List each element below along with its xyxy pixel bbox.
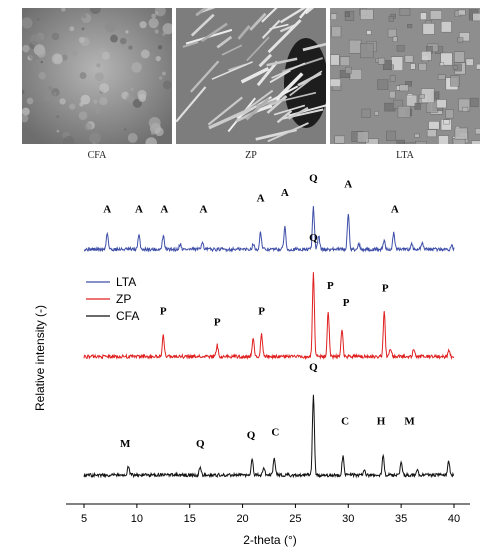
peak-label: Q [247, 429, 256, 441]
peak-label: P [258, 305, 265, 317]
series-line-zp [83, 272, 455, 361]
caption-zp: ZP [245, 150, 257, 161]
peak-label: A [281, 187, 289, 199]
legend: LTA ZP CFA [86, 275, 139, 323]
x-tick-label: 35 [395, 513, 407, 525]
sem-image-cfa [22, 8, 172, 144]
x-axis: 5 10 15 20 25 30 35 40 [66, 503, 470, 525]
sem-image-lta [330, 8, 480, 144]
caption-cfa: CFA [87, 150, 107, 161]
peak-label: A [199, 204, 207, 216]
legend-label-zp: ZP [116, 292, 131, 306]
series-layer [83, 205, 455, 479]
sem-image-zp [176, 8, 326, 144]
peak-label: A [391, 204, 399, 216]
x-tick-label: 10 [131, 513, 143, 525]
x-tick-label: 30 [342, 513, 354, 525]
x-tick-label: 20 [236, 513, 248, 525]
legend-label-cfa: CFA [116, 309, 139, 323]
peak-label: M [120, 438, 131, 450]
peak-label: M [404, 415, 415, 427]
peak-label: C [271, 427, 279, 439]
peak-label: P [327, 280, 334, 292]
peak-label: P [214, 317, 221, 329]
y-axis-label: Relative intensity (-) [33, 305, 47, 411]
caption-lta: LTA [396, 150, 414, 161]
peak-label: Q [196, 438, 205, 450]
x-axis-label: 2-theta (°) [243, 533, 296, 547]
peak-label: Q [309, 173, 318, 185]
sem-texture-cfa [22, 8, 172, 144]
sem-texture-zp [176, 8, 326, 144]
peak-label: A [160, 204, 168, 216]
x-tick-label: 5 [81, 513, 87, 525]
peak-label: H [377, 415, 386, 427]
peak-label: A [344, 178, 352, 190]
peak-label: P [343, 297, 350, 309]
x-tick-label: 15 [184, 513, 196, 525]
peak-label: Q [309, 362, 318, 374]
series-line-cfa [83, 394, 455, 479]
peak-label: A [103, 204, 111, 216]
peak-label: C [341, 415, 349, 427]
x-tick-label: 40 [448, 513, 460, 525]
peak-label: Q [309, 232, 318, 244]
peak-label: P [382, 283, 389, 295]
legend-label-lta: LTA [116, 275, 136, 289]
series-line-lta [83, 205, 455, 253]
peak-label: P [160, 305, 167, 317]
x-tick-label: 25 [289, 513, 301, 525]
sem-texture-lta [330, 8, 480, 144]
peak-label: A [135, 204, 143, 216]
peak-label: A [257, 192, 265, 204]
